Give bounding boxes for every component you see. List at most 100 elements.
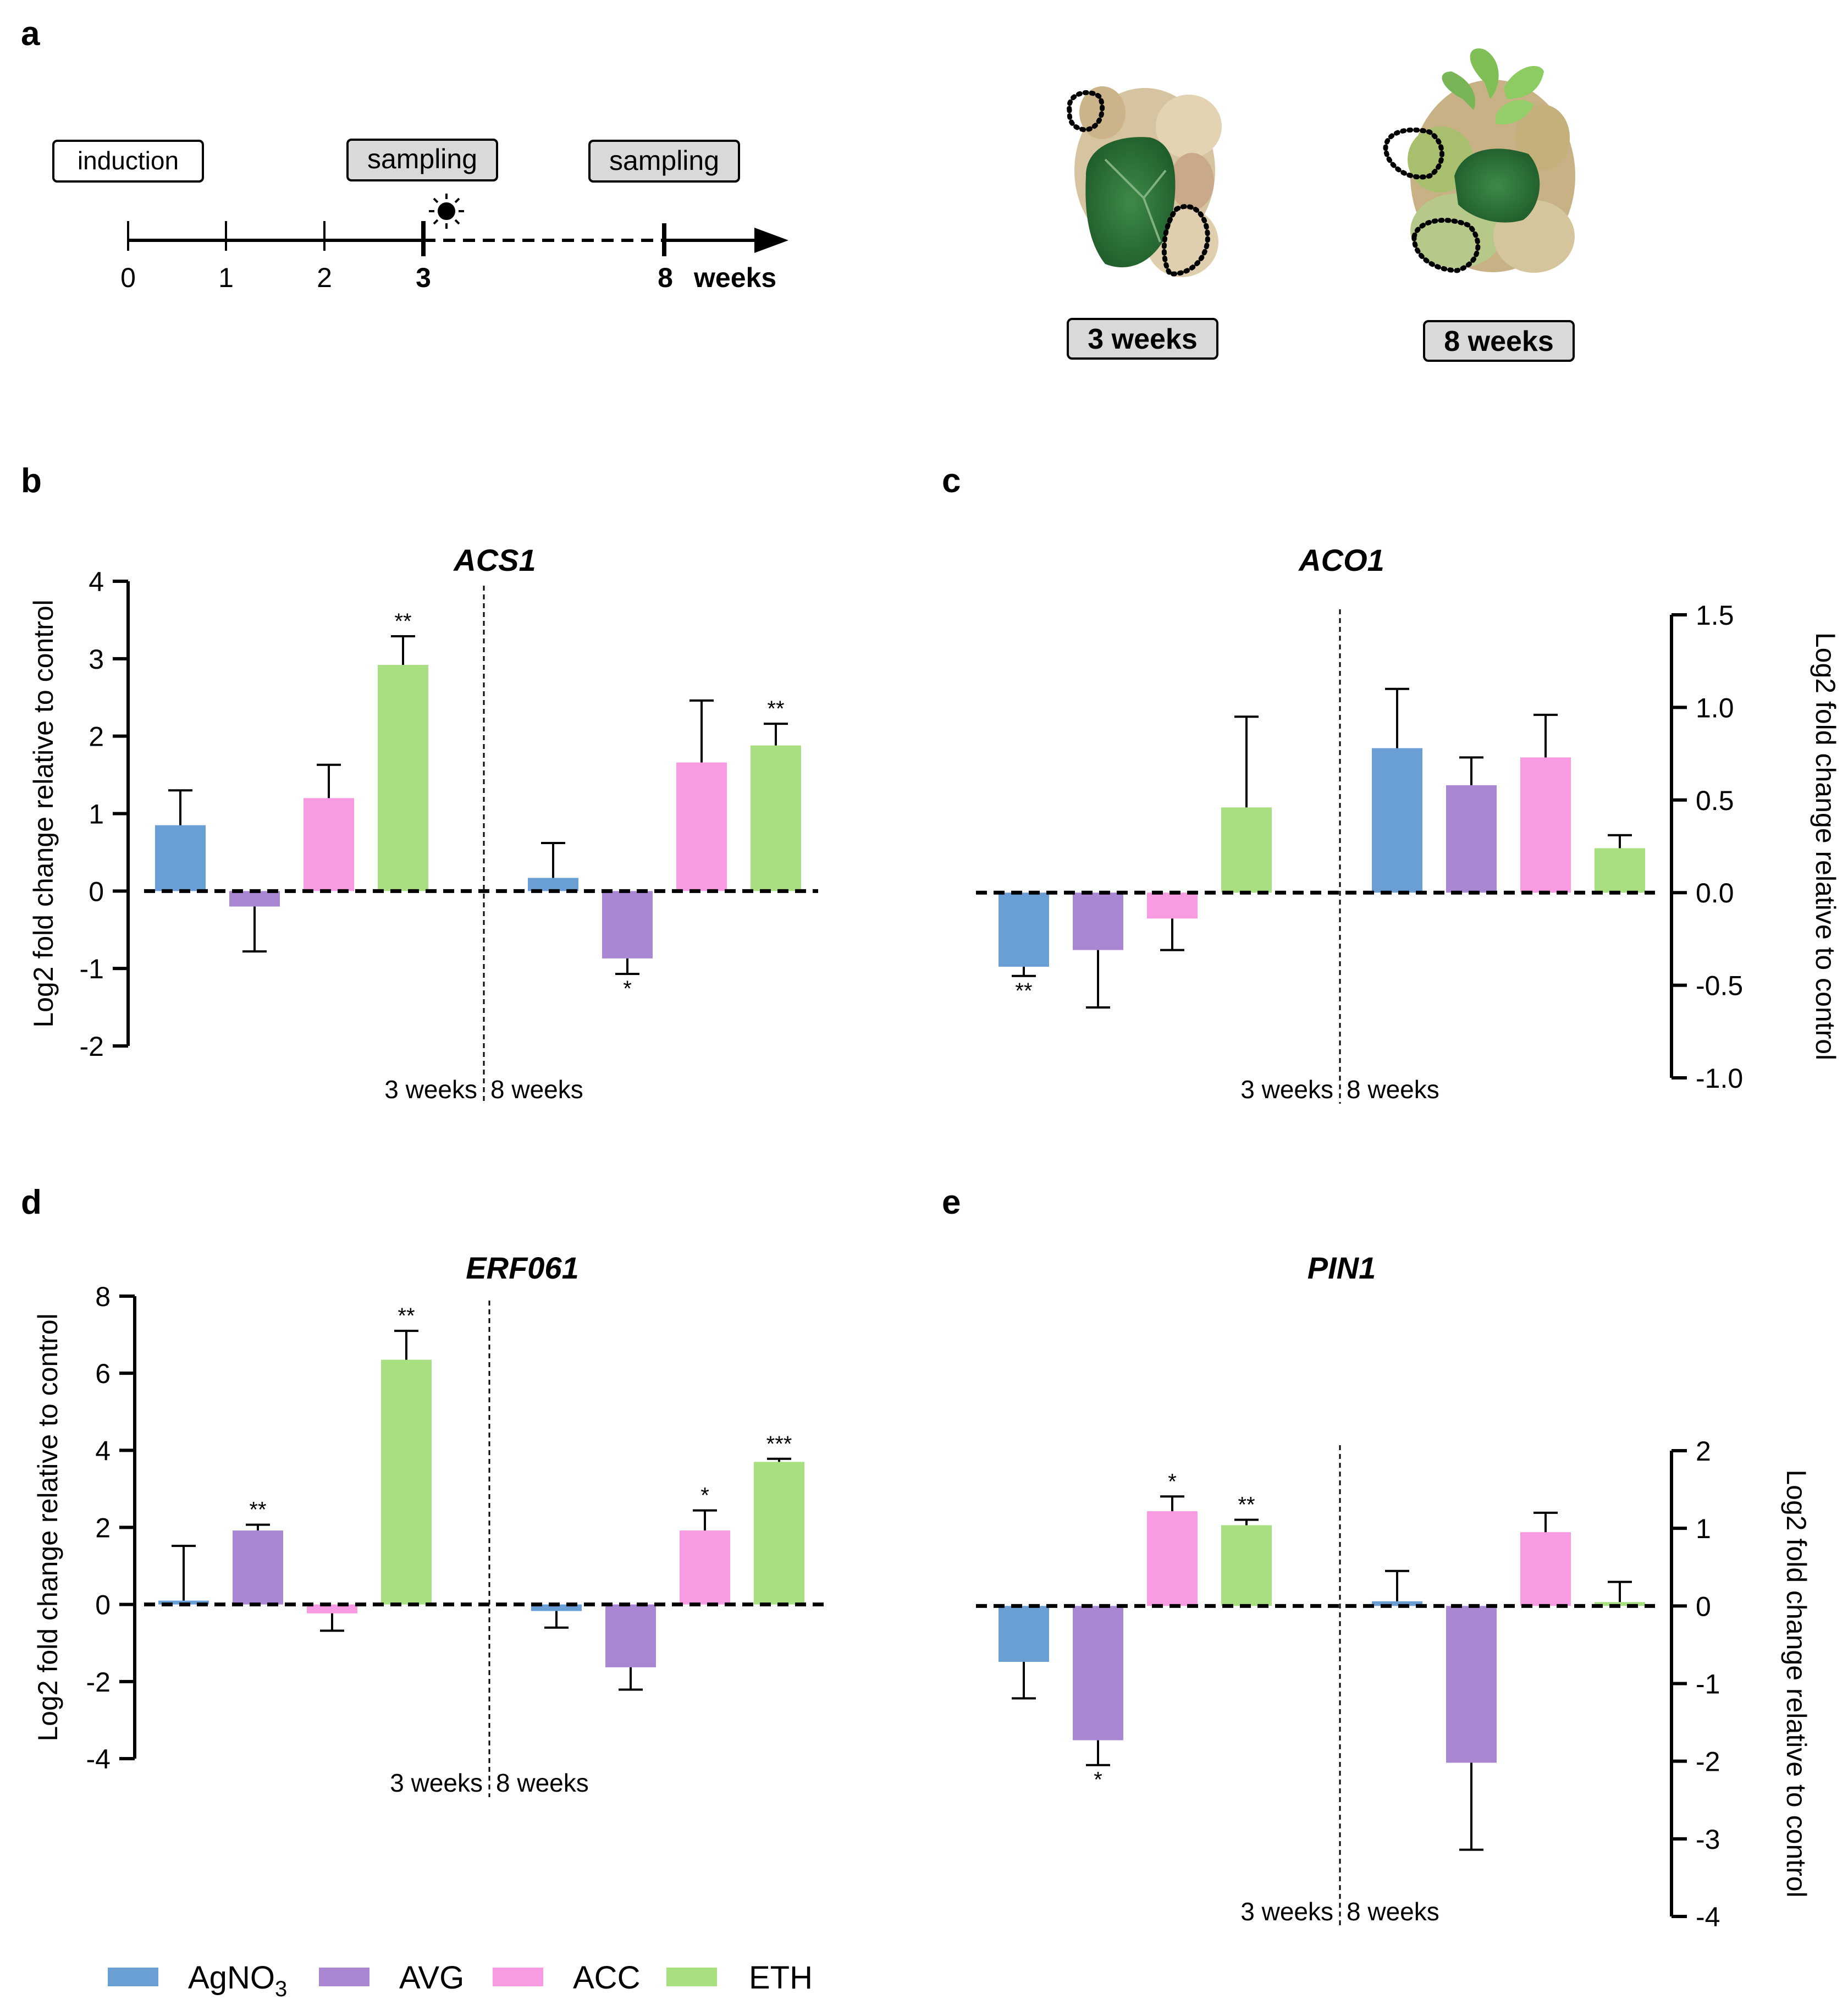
bar-acc [1147,893,1198,919]
y-tick-label: 8 [95,1281,111,1312]
legend: AgNO3 AVG ACC ETH [108,1960,813,2001]
sampling-label-8: sampling [609,145,719,176]
y-tick-label: 0 [89,876,104,907]
group-label-8-weeks: 8 weeks [1347,1075,1439,1104]
y-tick-label: -2 [86,1667,111,1698]
panel-a: a induction sampling sampling [21,15,1575,362]
bar-acc [676,762,727,891]
legend-label-acc: ACC [573,1960,640,1996]
moon-icon [388,194,413,225]
y-tick-label: 0.0 [1696,878,1734,908]
timeline-weeks-label: weeks [693,262,776,293]
bar-acc [1520,757,1571,893]
bar-agno3 [531,1604,582,1611]
photo-caption-box-8 [1423,320,1575,362]
bar-avg [1073,1606,1123,1740]
y-tick-label: 0 [95,1590,111,1621]
y-tick-label: -1.0 [1696,1063,1743,1094]
legend-label-avg: AVG [399,1960,464,1996]
bar-agno3 [999,1606,1049,1662]
bar-agno3 [528,878,578,891]
y-tick-label: 2 [1696,1436,1711,1467]
bar-eth [754,1462,804,1605]
bar-agno3 [1372,748,1422,893]
y-tick-label: -2 [80,1031,104,1062]
explant-photo-8-weeks [1383,48,1575,273]
chart-pin1: PIN1 -4 -3 -2 -1 0 1 2 Log2 fold change relative… [976,1251,1812,1932]
bar-avg [1446,1606,1497,1763]
y-tick-label: -1 [80,954,104,984]
significance-label: * [700,1484,709,1508]
bar-eth [1595,1602,1645,1606]
bar-eth [751,745,801,891]
y-tick-label: -0.5 [1696,971,1743,1001]
significance-label: ** [767,697,784,721]
significance-label: *** [766,1432,792,1456]
bar-avg [1073,893,1123,950]
y-tick-label: 3 [89,644,104,675]
panel-letter-a: a [21,15,40,53]
y-tick-label: -2 [1696,1747,1720,1777]
explant-photo-3-weeks [1067,86,1222,277]
bar-eth [1595,848,1645,893]
sampling-box-3 [346,139,498,181]
bar-avg [233,1530,283,1605]
legend-swatch-eth [666,1968,717,1986]
legend-swatch-agno3 [108,1968,158,1986]
legend-label-eth: ETH [749,1960,813,1996]
bar-eth [378,665,428,891]
significance-label: ** [394,609,411,634]
bar-acc [304,798,354,891]
chart-title: PIN1 [1308,1251,1376,1285]
y-axis-label: Log2 fold change relative to control [32,1313,63,1741]
legend-label-agno3: AgNO3 [188,1960,287,2001]
significance-label: * [1094,1768,1102,1792]
sampling-box-8 [588,140,740,183]
y-tick-label: 1 [1696,1513,1711,1544]
group-label-3-weeks: 3 weeks [390,1769,483,1797]
group-label-3-weeks: 3 weeks [1240,1075,1333,1104]
significance-label: * [623,977,632,1001]
y-axis-label: Log2 fold change relative to control [1810,632,1841,1060]
y-tick-label: -3 [1696,1824,1720,1855]
sun-icon [429,194,464,229]
timeline-label-3: 3 [416,262,431,293]
chart-aco1: ACO1 -1.0 -0.5 0.0 0.5 1.0 1.5 Log2 fold change… [976,543,1841,1104]
y-tick-label: -4 [1696,1902,1720,1932]
group-label-8-weeks: 8 weeks [1347,1897,1439,1926]
photo-caption-8: 8 weeks [1444,326,1554,357]
legend-swatch-acc [493,1968,543,1986]
bar-avg [229,891,280,907]
y-tick-label: -4 [86,1744,111,1775]
timeline-label-8: 8 [658,262,673,293]
timeline-arrow [754,228,788,253]
timeline-label-2: 2 [317,262,332,293]
bar-acc [680,1530,730,1605]
significance-label: ** [1015,979,1032,1003]
group-label-8-weeks: 8 weeks [496,1769,589,1797]
y-axis-label: Log2 fold change relative to control [28,599,59,1027]
bar-acc [1520,1532,1571,1606]
panel-letter-b: b [21,462,42,500]
y-tick-label: 0.5 [1696,785,1734,816]
significance-label: ** [1238,1493,1255,1517]
bar-eth [1221,1525,1272,1606]
y-tick-label: 6 [95,1358,111,1389]
y-tick-label: -1 [1696,1669,1720,1700]
bar-avg [605,1604,656,1667]
bar-agno3 [1372,1601,1422,1606]
bar-eth [381,1359,432,1605]
bar-agno3 [158,1600,209,1605]
chart-title: ACO1 [1298,543,1384,577]
significance-label: * [1168,1469,1177,1494]
bar-acc [307,1604,357,1613]
y-tick-label: 1.0 [1696,692,1734,723]
chart-title: ACS1 [453,543,536,577]
panel-letter-c: c [942,462,961,500]
bar-agno3 [999,893,1049,967]
timeline-label-0: 0 [120,262,136,293]
bar-eth [1221,807,1272,893]
bar-acc [1147,1511,1198,1606]
induction-box [52,140,204,183]
